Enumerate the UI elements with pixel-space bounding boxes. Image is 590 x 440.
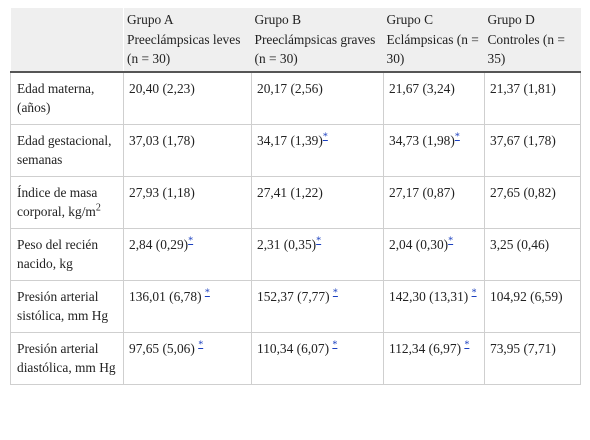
table-container: Grupo A Preeclámpsicas leves (n = 30) Gr…: [10, 8, 581, 385]
table-cell: 104,92 (6,59): [484, 280, 581, 333]
cell-value: 142,30 (13,31): [389, 288, 472, 304]
header-cell-grupo-b: Grupo B Preeclámpsicas graves (n = 30): [251, 8, 384, 72]
table-cell: 136,01 (6,78) *: [123, 280, 252, 333]
cell-value: 2,84 (0,29): [129, 236, 189, 252]
table-row: Presión arterial sistólica, mm Hg 136,01…: [10, 280, 581, 333]
cell-value: 112,34 (6,97): [389, 340, 465, 356]
table-cell: 20,17 (2,56): [251, 71, 384, 125]
superscript: 2: [95, 202, 101, 214]
header-cell-grupo-a: Grupo A Preeclámpsicas leves (n = 30): [123, 8, 252, 72]
table-header-row: Grupo A Preeclámpsicas leves (n = 30) Gr…: [10, 8, 581, 72]
footnote-link[interactable]: *: [448, 235, 454, 247]
table-cell: 3,25 (0,46): [484, 228, 581, 281]
footnote-link[interactable]: *: [332, 287, 338, 299]
table-cell: 2,04 (0,30)*: [383, 228, 485, 281]
row-label-text: Índice de masa corporal, kg/m: [17, 184, 98, 220]
table-cell: 21,37 (1,81): [484, 71, 581, 125]
table-cell: 20,40 (2,23): [123, 71, 252, 125]
table-cell: 34,73 (1,98)*: [383, 124, 485, 177]
cell-value: 110,34 (6,07): [257, 340, 333, 356]
table-cell: 27,93 (1,18): [123, 176, 252, 229]
cell-value: 34,17 (1,39): [257, 132, 323, 148]
row-label: Peso del recién nacido, kg: [10, 228, 124, 281]
table-cell: 21,67 (3,24): [383, 71, 485, 125]
table-cell: 112,34 (6,97) *: [383, 332, 485, 385]
footnote-link[interactable]: *: [322, 131, 328, 143]
table-cell: 97,65 (5,06) *: [123, 332, 252, 385]
row-label: Edad materna, (años): [10, 71, 124, 125]
table-cell: 37,03 (1,78): [123, 124, 252, 177]
table-cell: 2,84 (0,29)*: [123, 228, 252, 281]
cell-value: 136,01 (6,78): [129, 288, 205, 304]
header-cell-grupo-c: Grupo C Eclámpsicas (n = 30): [383, 8, 485, 72]
cell-value: 34,73 (1,98): [389, 132, 455, 148]
row-label: Edad gestacional, semanas: [10, 124, 124, 177]
table-row: Edad materna, (años) 20,40 (2,23) 20,17 …: [10, 71, 581, 125]
footnote-link[interactable]: *: [332, 339, 338, 351]
footnote-link[interactable]: *: [464, 339, 470, 351]
footnote-link[interactable]: *: [204, 287, 210, 299]
table-cell: 2,31 (0,35)*: [251, 228, 384, 281]
table-cell: 110,34 (6,07) *: [251, 332, 384, 385]
table-cell: 34,17 (1,39)*: [251, 124, 384, 177]
table-cell: 27,17 (0,87): [383, 176, 485, 229]
footnote-link[interactable]: *: [471, 287, 477, 299]
data-table: Grupo A Preeclámpsicas leves (n = 30) Gr…: [10, 8, 581, 385]
table-cell: 73,95 (7,71): [484, 332, 581, 385]
table-cell: 37,67 (1,78): [484, 124, 581, 177]
table-row: Presión arterial diastólica, mm Hg 97,65…: [10, 332, 581, 385]
table-cell: 27,65 (0,82): [484, 176, 581, 229]
footnote-link[interactable]: *: [188, 235, 194, 247]
table-cell: 152,37 (7,77) *: [251, 280, 384, 333]
header-cell-grupo-d: Grupo D Controles (n = 35): [484, 8, 581, 72]
row-label: Índice de masa corporal, kg/m2: [10, 176, 124, 229]
cell-value: 97,65 (5,06): [129, 340, 199, 356]
cell-value: 152,37 (7,77): [257, 288, 333, 304]
header-cell-empty: [10, 8, 124, 72]
row-label: Presión arterial diastólica, mm Hg: [10, 332, 124, 385]
table-cell: 142,30 (13,31) *: [383, 280, 485, 333]
table-row: Índice de masa corporal, kg/m2 27,93 (1,…: [10, 176, 581, 229]
table-cell: 27,41 (1,22): [251, 176, 384, 229]
cell-value: 2,04 (0,30): [389, 236, 449, 252]
footnote-link[interactable]: *: [454, 131, 460, 143]
cell-value: 2,31 (0,35): [257, 236, 317, 252]
row-label: Presión arterial sistólica, mm Hg: [10, 280, 124, 333]
table-row: Peso del recién nacido, kg 2,84 (0,29)* …: [10, 228, 581, 281]
footnote-link[interactable]: *: [198, 339, 204, 351]
table-row: Edad gestacional, semanas 37,03 (1,78) 3…: [10, 124, 581, 177]
footnote-link[interactable]: *: [316, 235, 322, 247]
